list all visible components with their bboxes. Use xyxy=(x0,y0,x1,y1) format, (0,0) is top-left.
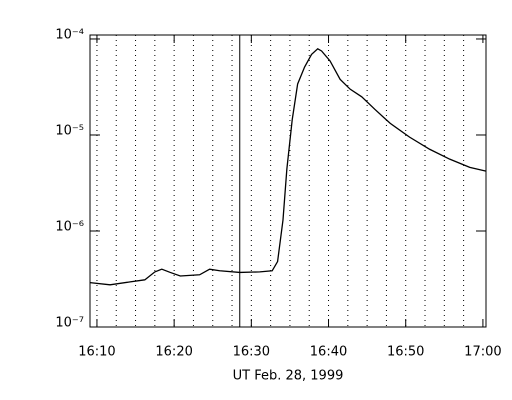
y-tick-label: 10⁻⁶ xyxy=(55,219,84,234)
x-tick-label: 16:20 xyxy=(155,345,192,360)
y-tick-label: 10⁻⁵ xyxy=(55,123,84,138)
x-tick-label: 17:00 xyxy=(464,345,501,360)
x-tick-label: 16:30 xyxy=(233,345,270,360)
data-line xyxy=(89,48,487,286)
plot-frame xyxy=(89,34,487,328)
y-tick-label: 10⁻⁴ xyxy=(55,27,84,42)
x-tick-label: 16:50 xyxy=(387,345,424,360)
x-axis-label: UT Feb. 28, 1999 xyxy=(233,369,344,384)
x-tick-label: 16:40 xyxy=(310,345,347,360)
y-tick-label: 10⁻⁷ xyxy=(55,316,84,331)
x-tick-label: 16:10 xyxy=(78,345,115,360)
